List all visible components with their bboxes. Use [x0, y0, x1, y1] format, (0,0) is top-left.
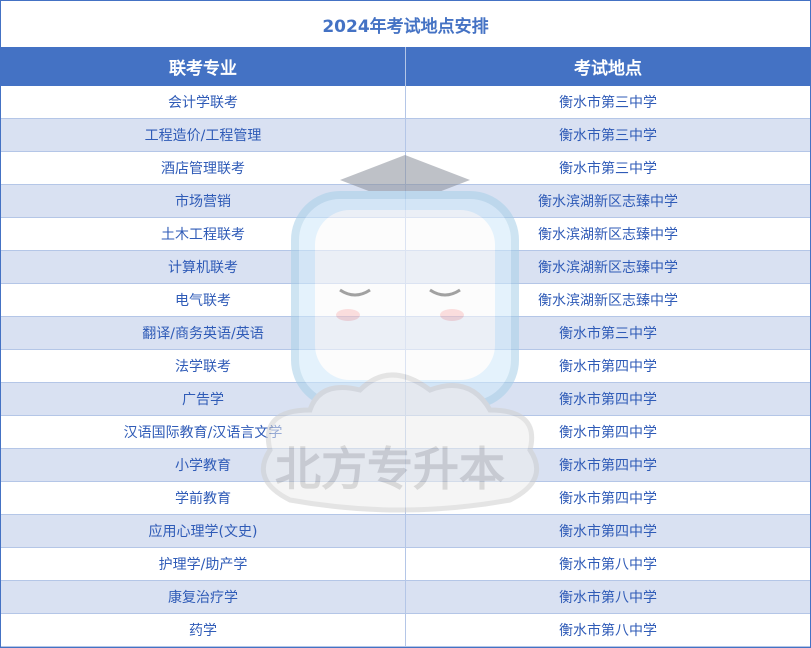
table-row: 小学教育 衡水市第四中学	[1, 449, 810, 482]
cell-major: 酒店管理联考	[1, 152, 406, 184]
table-row: 会计学联考 衡水市第三中学	[1, 86, 810, 119]
table-row: 工程造价/工程管理 衡水市第三中学	[1, 119, 810, 152]
cell-major: 土木工程联考	[1, 218, 406, 250]
cell-location: 衡水市第四中学	[559, 359, 657, 375]
table-row: 汉语国际教育/汉语言文学 衡水市第四中学	[1, 416, 810, 449]
cell-major: 翻译/商务英语/英语	[1, 317, 406, 349]
table-row: 药学 衡水市第八中学	[1, 614, 810, 647]
table-title: 2024年考试地点安排	[322, 16, 489, 37]
cell-location: 衡水市第三中学	[559, 95, 657, 111]
cell-location: 衡水市第四中学	[559, 458, 657, 474]
table-row: 康复治疗学 衡水市第八中学	[1, 581, 810, 614]
cell-location: 衡水滨湖新区志臻中学	[538, 194, 678, 210]
table-row: 市场营销 衡水滨湖新区志臻中学	[1, 185, 810, 218]
cell-major: 法学联考	[1, 350, 406, 382]
cell-location: 衡水市第三中学	[559, 326, 657, 342]
cell-location: 衡水市第三中学	[559, 161, 657, 177]
cell-location: 衡水市第四中学	[559, 425, 657, 441]
cell-major: 计算机联考	[1, 251, 406, 283]
table-row: 学前教育 衡水市第四中学	[1, 482, 810, 515]
table-row: 土木工程联考 衡水滨湖新区志臻中学	[1, 218, 810, 251]
cell-location: 衡水市第四中学	[559, 392, 657, 408]
table-row: 电气联考 衡水滨湖新区志臻中学	[1, 284, 810, 317]
cell-major: 广告学	[1, 383, 406, 415]
cell-location: 衡水滨湖新区志臻中学	[538, 260, 678, 276]
cell-location: 衡水市第八中学	[559, 590, 657, 606]
cell-major: 护理学/助产学	[1, 548, 406, 580]
cell-major: 工程造价/工程管理	[1, 119, 406, 151]
cell-major: 电气联考	[1, 284, 406, 316]
cell-major: 应用心理学(文史)	[1, 515, 406, 547]
cell-location: 衡水市第四中学	[559, 491, 657, 507]
cell-location: 衡水市第三中学	[559, 128, 657, 144]
cell-major: 汉语国际教育/汉语言文学	[1, 416, 406, 448]
table-row: 翻译/商务英语/英语 衡水市第三中学	[1, 317, 810, 350]
cell-location: 衡水滨湖新区志臻中学	[538, 293, 678, 309]
column-header-location: 考试地点	[574, 59, 642, 79]
cell-major: 康复治疗学	[1, 581, 406, 613]
table-header: 联考专业 考试地点	[1, 47, 810, 86]
cell-major: 会计学联考	[1, 86, 406, 118]
table-body: 会计学联考 衡水市第三中学 工程造价/工程管理 衡水市第三中学 酒店管理联考 衡水市第三中…	[1, 86, 810, 647]
table-row: 护理学/助产学 衡水市第八中学	[1, 548, 810, 581]
table-row: 广告学 衡水市第四中学	[1, 383, 810, 416]
cell-location: 衡水市第八中学	[559, 557, 657, 573]
table-row: 计算机联考 衡水滨湖新区志臻中学	[1, 251, 810, 284]
cell-major: 学前教育	[1, 482, 406, 514]
cell-location: 衡水市第八中学	[559, 623, 657, 639]
cell-location: 衡水滨湖新区志臻中学	[538, 227, 678, 243]
cell-major: 市场营销	[1, 185, 406, 217]
table-row: 酒店管理联考 衡水市第三中学	[1, 152, 810, 185]
column-header-major: 联考专业	[1, 47, 406, 86]
table-row: 应用心理学(文史) 衡水市第四中学	[1, 515, 810, 548]
cell-major: 小学教育	[1, 449, 406, 481]
table-row: 法学联考 衡水市第四中学	[1, 350, 810, 383]
cell-major: 药学	[1, 614, 406, 646]
cell-location: 衡水市第四中学	[559, 524, 657, 540]
